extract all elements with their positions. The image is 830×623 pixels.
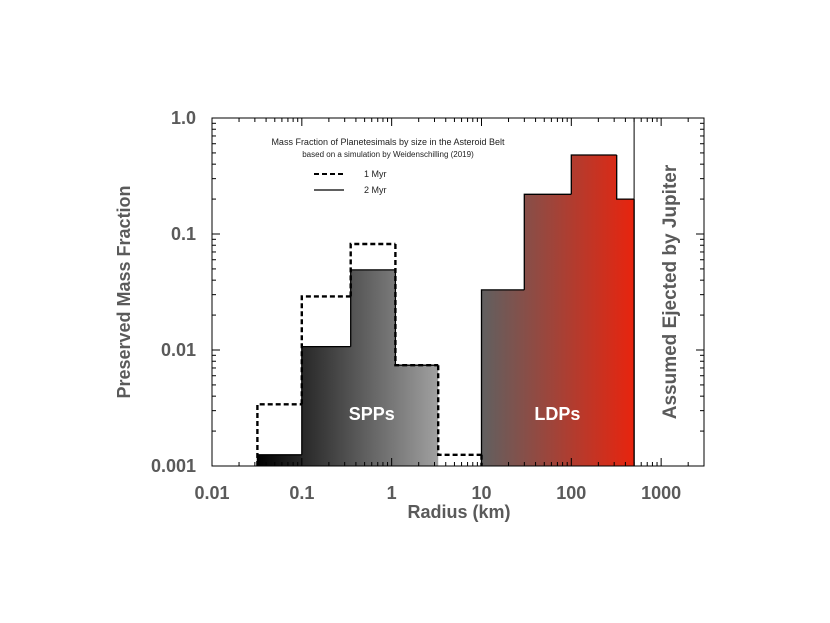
series-1myr-bin-3	[394, 244, 439, 367]
region-label-spps: SPPs	[349, 404, 395, 424]
chart-subtitle: based on a simulation by Weidenschilling…	[302, 150, 474, 159]
series-2myr-bin-1	[301, 345, 351, 455]
region-fill-ldps	[481, 155, 635, 466]
series-2myr-bin-5	[523, 193, 572, 290]
series-2myr-bin-2	[350, 269, 396, 347]
y-tick-labels: 1.0 0.1 0.01 0.001	[151, 108, 196, 476]
region-fill-spps	[257, 269, 439, 466]
x-axis-title: Radius (km)	[407, 502, 510, 522]
legend-label-1myr: 1 Myr	[364, 169, 387, 179]
x-tick-label: 10	[471, 483, 491, 503]
x-tick-label: 1	[387, 483, 397, 503]
series-1myr-bin-4	[437, 365, 482, 456]
cutoff-label: Assumed Ejected by Jupiter	[660, 164, 681, 419]
x-tick-label: 100	[556, 483, 586, 503]
region-label-ldps: LDPs	[534, 404, 580, 424]
plot-frame	[211, 117, 705, 467]
x-tick-label: 0.01	[194, 483, 229, 503]
x-tick-label: 0.1	[289, 483, 314, 503]
series-2myr-bin-7	[616, 155, 635, 200]
regions-layer	[257, 155, 635, 466]
legend: 1 Myr 2 Myr	[314, 169, 387, 195]
x-tick-labels: 0.01 0.1 1 10 100 1000	[194, 483, 681, 503]
x-tick-label: 1000	[641, 483, 681, 503]
y-axis-title: Preserved Mass Fraction	[114, 185, 134, 398]
series-2myr-bin-6	[570, 154, 617, 195]
lines-layer	[256, 154, 635, 466]
series-2myr-bin-0	[256, 454, 302, 466]
y-tick-label: 0.01	[161, 340, 196, 360]
series-2myr-bin-3	[394, 269, 439, 366]
series-2myr-bin-4	[480, 289, 525, 466]
chart-title: Mass Fraction of Planetesimals by size i…	[271, 137, 505, 147]
y-tick-label: 0.001	[151, 456, 196, 476]
series-1myr-bin-0	[256, 403, 302, 466]
y-tick-label: 1.0	[171, 108, 196, 128]
frame-layer	[211, 117, 705, 467]
y-tick-label: 0.1	[171, 224, 196, 244]
legend-label-2myr: 2 Myr	[364, 185, 387, 195]
